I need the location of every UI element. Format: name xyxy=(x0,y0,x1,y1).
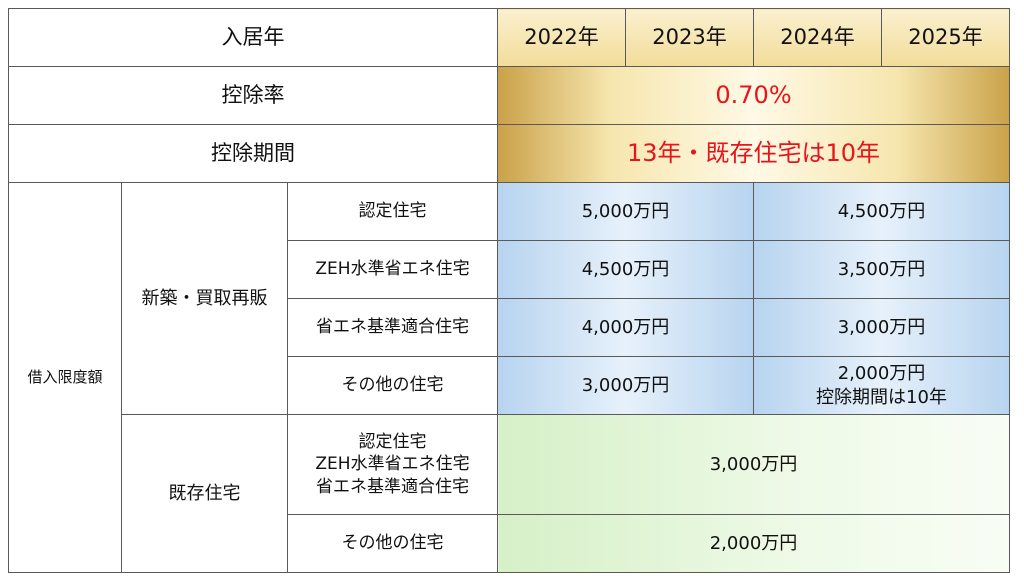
row-deduction-period: 控除期間 13年・既存住宅は10年 xyxy=(8,124,1010,183)
housing-type-label: ZEH水準省エネ住宅 xyxy=(287,240,498,299)
limit-2022-2023: 3,000万円 xyxy=(497,356,754,415)
row-existing-other: その他の住宅 2,000万円 xyxy=(9,514,1010,573)
borrowing-limit-label: 借入限度額 xyxy=(8,182,122,573)
deduction-period-value: 13年・既存住宅は10年 xyxy=(497,124,1010,183)
housing-type-label: ZEH水準省エネ住宅 xyxy=(315,454,470,475)
row-existing-energy-efficient: 既存住宅 認定住宅 ZEH水準省エネ住宅 省エネ基準適合住宅 3,000万円 xyxy=(9,414,1010,573)
housing-type-label: 認定住宅 xyxy=(287,182,498,241)
year-2023: 2023年 xyxy=(625,8,754,67)
row-new-other: その他の住宅 3,000万円 2,000万円 控除期間は10年 xyxy=(9,356,1010,415)
housing-type-label: その他の住宅 xyxy=(287,356,498,415)
deduction-period-label: 控除期間 xyxy=(8,124,498,183)
housing-type-label: 省エネ基準適合住宅 xyxy=(316,476,469,497)
housing-type-label: その他の住宅 xyxy=(287,514,498,573)
deduction-rate-label: 控除率 xyxy=(8,66,498,125)
row-new-energy-standard: 省エネ基準適合住宅 4,000万円 3,000万円 xyxy=(9,298,1010,357)
limit-2022-2023: 5,000万円 xyxy=(497,182,754,241)
housing-type-list: 認定住宅 ZEH水準省エネ住宅 省エネ基準適合住宅 xyxy=(287,414,498,515)
row-new-zeh: ZEH水準省エネ住宅 4,500万円 3,500万円 xyxy=(9,240,1010,299)
row-move-in-year: 入居年 2022年 2023年 2024年 2025年 xyxy=(8,8,1010,67)
limit-2024-2025: 3,500万円 xyxy=(753,240,1010,299)
existing-housing-label: 既存住宅 xyxy=(121,414,288,573)
limit-value: 2,000万円 xyxy=(837,363,926,385)
limit-2022-2023: 4,500万円 xyxy=(497,240,754,299)
limit-2024-2025-with-note: 2,000万円 控除期間は10年 xyxy=(753,356,1010,415)
limit-2024-2025: 3,000万円 xyxy=(753,298,1010,357)
row-new-certified: 借入限度額 新築・買取再販 認定住宅 5,000万円 4,500万円 xyxy=(8,182,1010,573)
year-2022: 2022年 xyxy=(497,8,626,67)
existing-limit-value: 2,000万円 xyxy=(497,514,1010,573)
move-in-year-label: 入居年 xyxy=(8,8,498,67)
housing-loan-deduction-table: 入居年 2022年 2023年 2024年 2025年 控除率 0.70% 控除… xyxy=(8,8,1010,573)
row-deduction-rate: 控除率 0.70% xyxy=(8,66,1010,125)
limit-2022-2023: 4,000万円 xyxy=(497,298,754,357)
year-2024: 2024年 xyxy=(753,8,882,67)
housing-type-label: 省エネ基準適合住宅 xyxy=(287,298,498,357)
year-2025: 2025年 xyxy=(881,8,1010,67)
limit-note: 控除期間は10年 xyxy=(816,386,947,408)
limit-2024-2025: 4,500万円 xyxy=(753,182,1010,241)
housing-type-label: 認定住宅 xyxy=(358,432,427,453)
existing-limit-value: 3,000万円 xyxy=(497,414,1010,515)
deduction-rate-value: 0.70% xyxy=(497,66,1010,125)
new-build-label: 新築・買取再販 xyxy=(121,182,288,415)
